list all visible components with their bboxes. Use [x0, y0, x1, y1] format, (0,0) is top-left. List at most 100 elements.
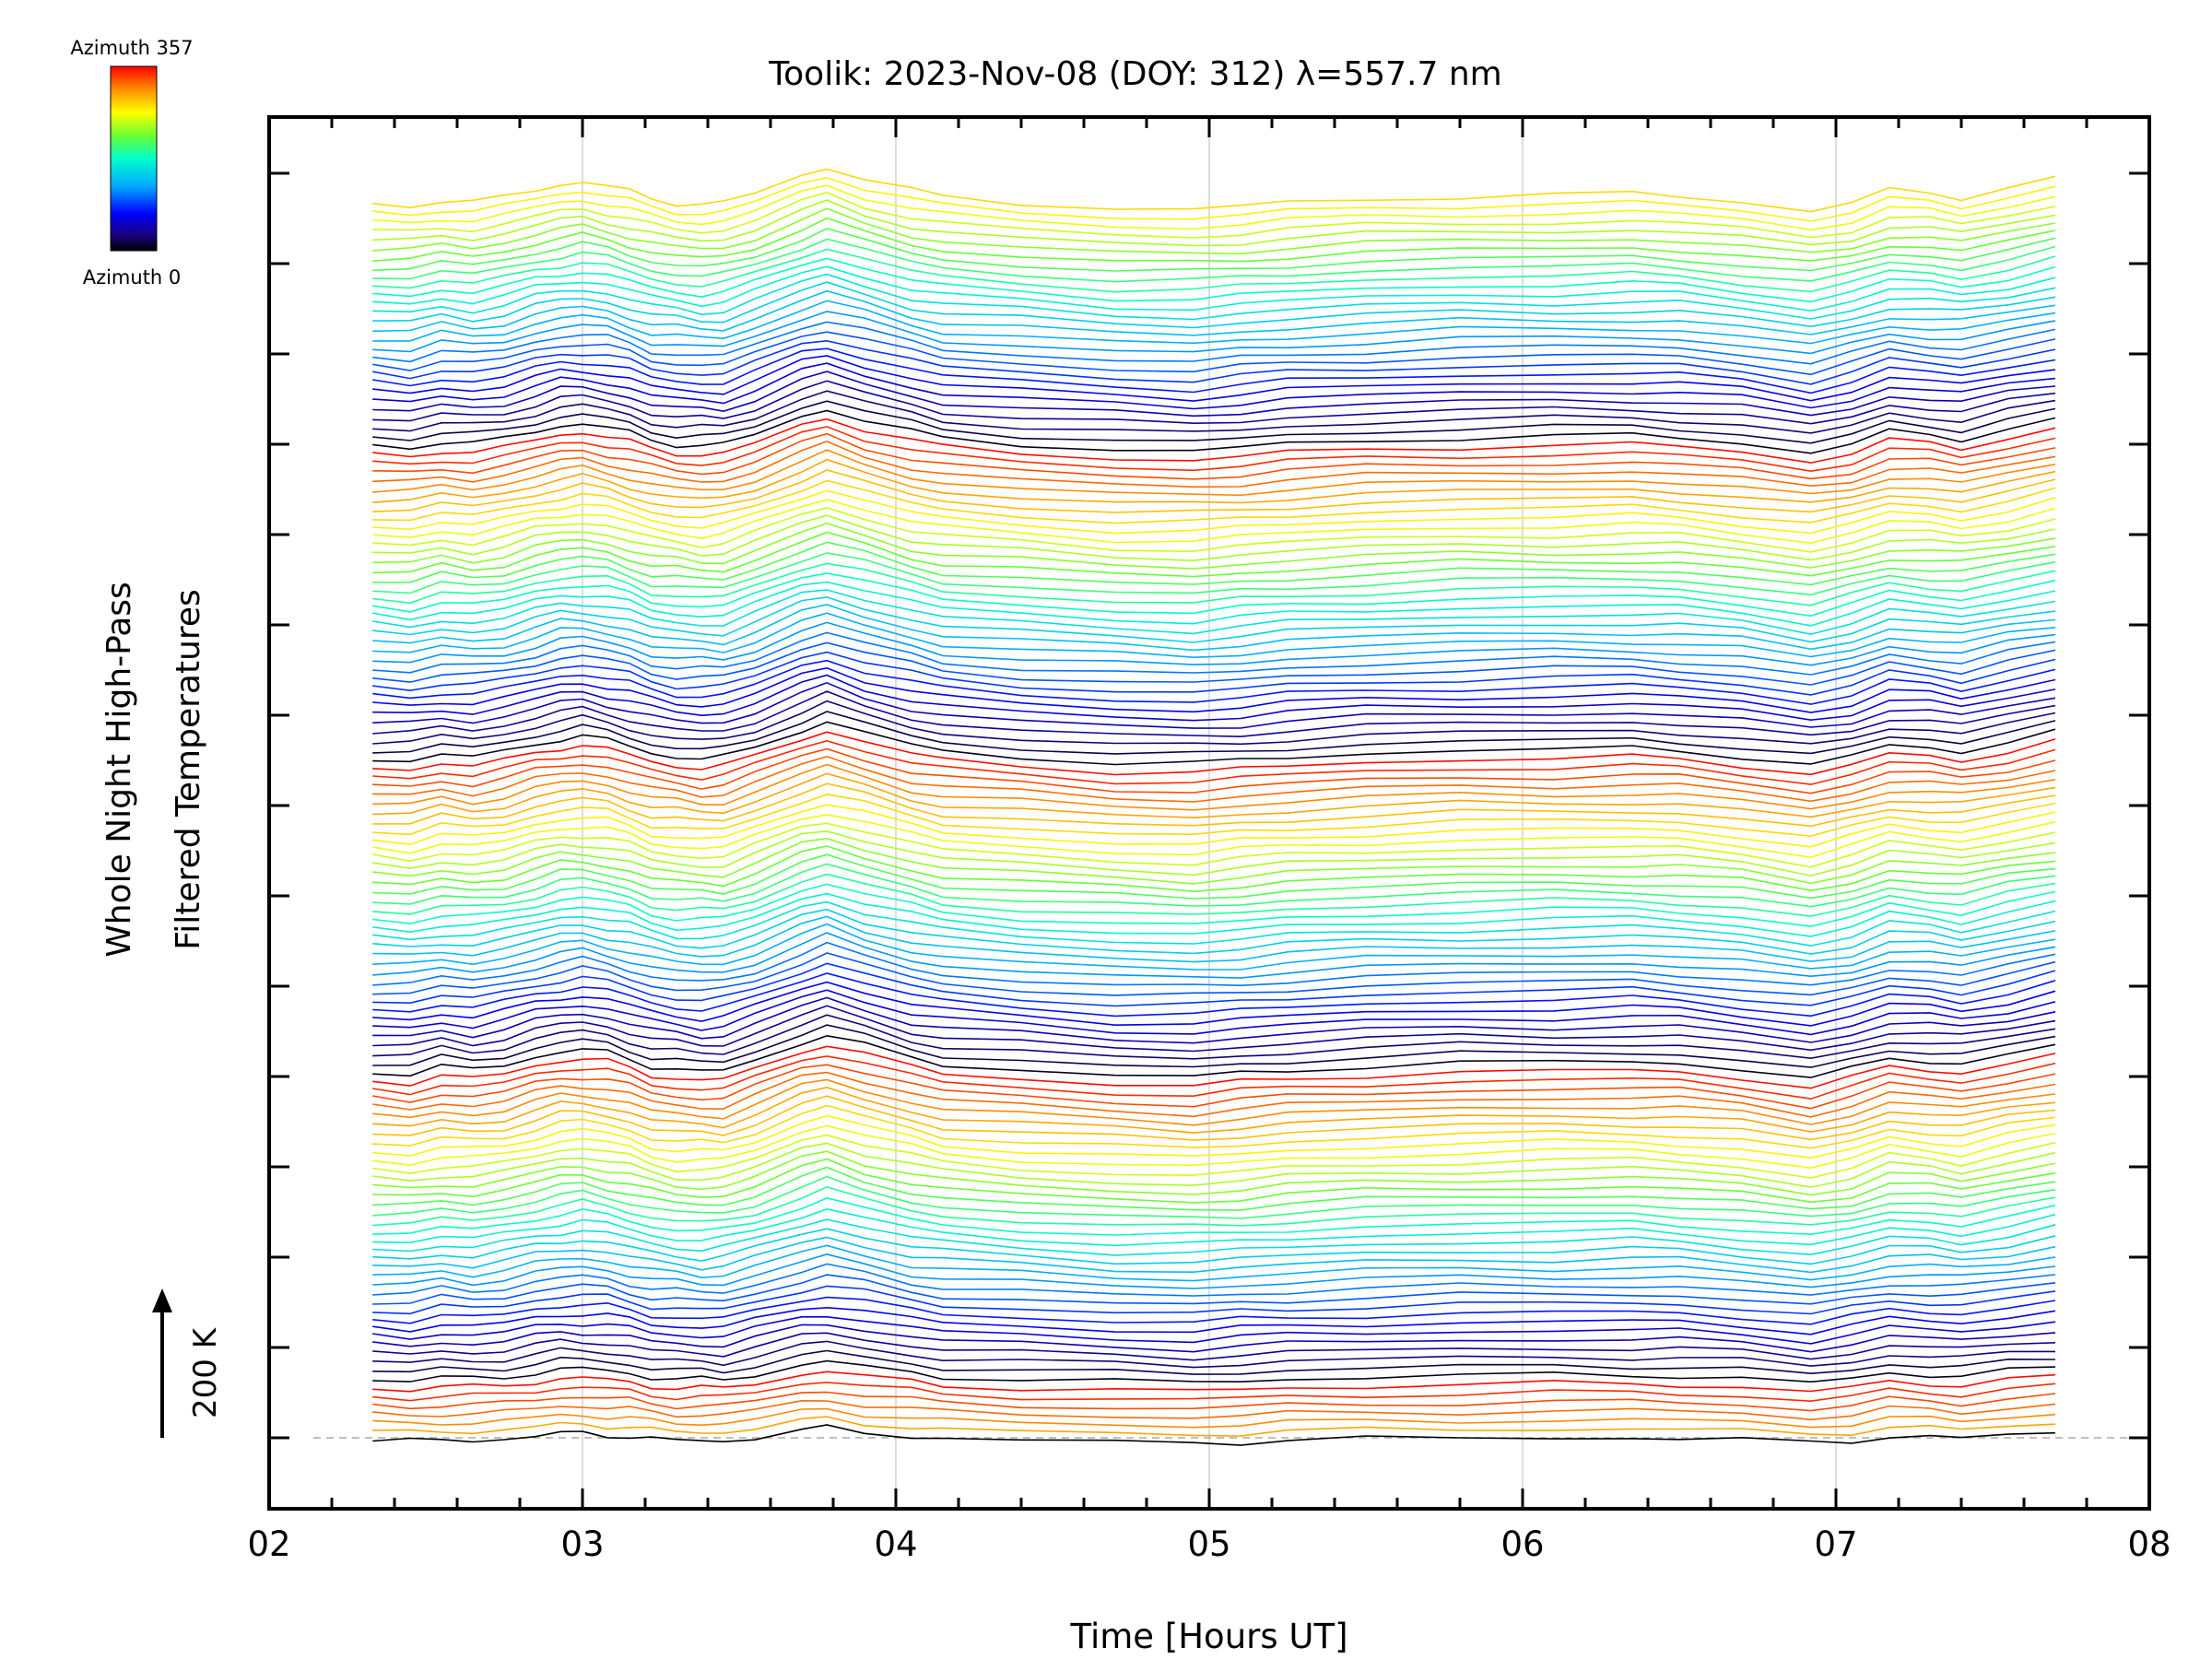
series-line — [372, 1306, 2056, 1335]
series-line — [372, 1104, 2056, 1149]
series-line — [372, 763, 2056, 811]
series-line — [372, 755, 2056, 803]
series-line — [372, 321, 2056, 365]
series-line — [372, 228, 2056, 272]
series-line — [372, 499, 2056, 545]
series-group — [372, 168, 2056, 1446]
series-line — [372, 409, 2056, 454]
series-line — [372, 581, 2056, 627]
series-line — [372, 1285, 2056, 1315]
series-line — [372, 541, 2056, 586]
series-line — [372, 300, 2056, 345]
series-line — [372, 747, 2056, 794]
series-line — [372, 932, 2056, 979]
series-line — [372, 552, 2056, 596]
series-line — [372, 711, 2056, 755]
series-line — [372, 793, 2056, 838]
series-line — [372, 721, 2056, 766]
y-axis-label-line-2: Filtered Temperatures — [170, 589, 207, 950]
series-line — [372, 853, 2056, 900]
series-line — [372, 572, 2056, 618]
series-line — [372, 1150, 2056, 1196]
series-line — [372, 347, 2056, 394]
series-line — [372, 883, 2056, 927]
series-line — [372, 426, 2056, 473]
series-line — [372, 1114, 2056, 1159]
series-line — [372, 1166, 2056, 1211]
series-line — [372, 822, 2056, 868]
series-line — [372, 217, 2056, 263]
series-line — [372, 681, 2056, 729]
series-line — [372, 265, 2056, 312]
series-line — [372, 1218, 2056, 1256]
series-line — [372, 1134, 2056, 1179]
series-line — [372, 1424, 2056, 1446]
series-line — [372, 523, 2056, 570]
series-line — [372, 1197, 2056, 1236]
series-line — [372, 355, 2056, 402]
series-line — [372, 1236, 2056, 1274]
series-line — [372, 207, 2056, 255]
series-line — [372, 739, 2056, 785]
series-line — [372, 489, 2056, 535]
series-line — [372, 1382, 2056, 1403]
series-line — [372, 458, 2056, 504]
x-tick-label: 03 — [560, 1524, 604, 1564]
series-line — [372, 641, 2056, 686]
colorbar-gradient — [110, 65, 158, 252]
series-line — [372, 690, 2056, 738]
series-line — [372, 1124, 2056, 1170]
series-line — [372, 814, 2056, 859]
series-line — [372, 804, 2056, 848]
series-line — [372, 1175, 2056, 1219]
x-axis-label: Time [Hours UT] — [1069, 1617, 1347, 1656]
series-line — [372, 1253, 2056, 1289]
series-line — [372, 1263, 2056, 1297]
series-line — [372, 469, 2056, 513]
series-line — [372, 596, 2056, 643]
series-line — [372, 273, 2056, 321]
series-line — [372, 531, 2056, 578]
series-line — [372, 311, 2056, 355]
series-line — [372, 589, 2056, 636]
series-line — [372, 1024, 2056, 1068]
series-line — [372, 659, 2056, 705]
series-line — [372, 289, 2056, 336]
series-line — [372, 506, 2056, 553]
series-line — [372, 432, 2056, 480]
x-tick-label: 06 — [1500, 1524, 1544, 1564]
series-line — [372, 479, 2056, 524]
series-line — [372, 418, 2056, 464]
series-line — [372, 1349, 2056, 1375]
series-line — [372, 1416, 2056, 1437]
series-line — [372, 900, 2056, 947]
series-line — [372, 952, 2056, 996]
series-line — [372, 908, 2056, 955]
series-line — [372, 863, 2056, 908]
x-tick-label: 04 — [874, 1524, 917, 1564]
series-line — [372, 1324, 2056, 1353]
series-line — [372, 1045, 2056, 1089]
series-line — [372, 941, 2056, 987]
series-line — [372, 514, 2056, 562]
series-line — [372, 1316, 2056, 1345]
series-line — [372, 1340, 2055, 1369]
series-line — [372, 972, 2056, 1018]
series-line — [372, 362, 2056, 410]
series-line — [372, 257, 2056, 303]
scale-arrow-head — [152, 1288, 172, 1312]
x-tick-label: 07 — [1814, 1524, 1857, 1564]
series-line — [372, 604, 2056, 652]
series-line — [372, 1158, 2056, 1204]
series-line — [372, 837, 2056, 885]
colorbar: Azimuth 357 Azimuth 0 — [70, 37, 193, 288]
series-line — [372, 981, 2056, 1027]
series-line — [372, 612, 2056, 659]
series-line — [372, 168, 2056, 213]
series-line — [372, 1095, 2056, 1141]
series-line — [372, 621, 2056, 666]
series-line — [372, 1332, 2056, 1361]
series-line — [372, 339, 2056, 385]
series-line — [372, 892, 2056, 937]
